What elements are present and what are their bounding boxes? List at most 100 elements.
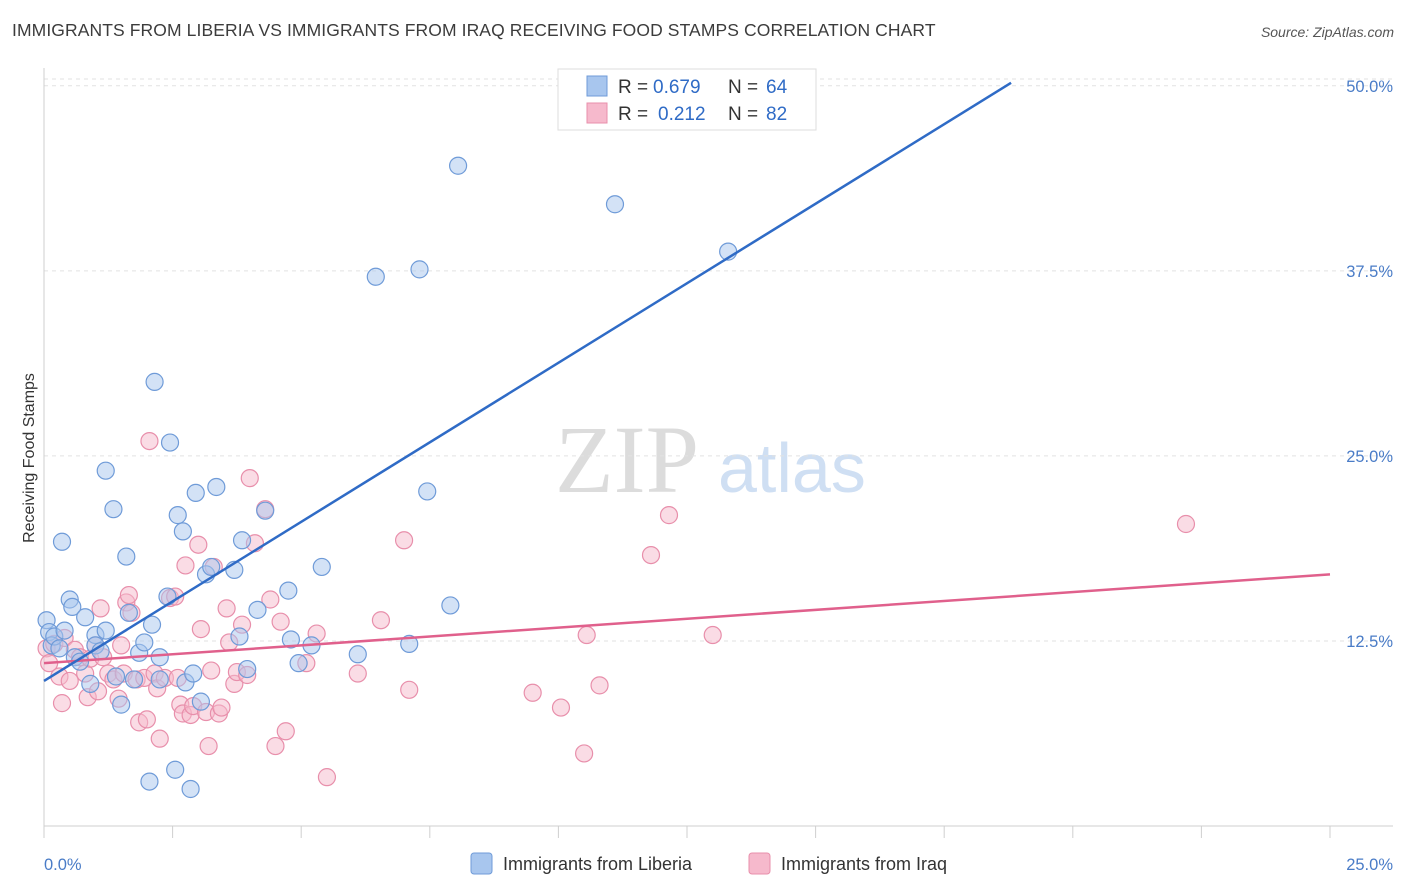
iraq-point — [217, 599, 236, 618]
liberia-point — [76, 608, 95, 627]
liberia-point — [166, 760, 185, 779]
y-tick-label: 12.5% — [1346, 633, 1393, 651]
liberia-point — [410, 260, 429, 279]
iraq-point — [271, 612, 290, 631]
liberia-point — [279, 581, 298, 600]
y-tick-label: 25.0% — [1346, 448, 1393, 466]
bottom-legend-label-liberia: Immigrants from Liberia — [503, 854, 693, 874]
chart-title: IMMIGRANTS FROM LIBERIA VS IMMIGRANTS FR… — [12, 20, 936, 40]
y-tick-label: 50.0% — [1346, 78, 1393, 96]
liberia-point — [142, 615, 162, 634]
liberia-point — [106, 667, 126, 686]
liberia-point — [158, 587, 177, 606]
liberia-point — [119, 603, 138, 622]
liberia-point — [186, 483, 205, 503]
iraq-point — [189, 535, 208, 554]
liberia-point — [145, 372, 164, 391]
liberia-point — [400, 634, 419, 654]
liberia-point — [112, 695, 131, 714]
iraq-point — [394, 531, 414, 550]
liberia-point — [289, 654, 308, 673]
liberia-point — [448, 156, 468, 175]
liberia-point — [150, 670, 169, 689]
liberia-point — [202, 557, 221, 577]
liberia-point — [238, 659, 257, 679]
legend-n-value-liberia: 64 — [766, 77, 788, 98]
iraq-point — [191, 620, 210, 639]
axes — [43, 68, 1393, 838]
iraq-point — [52, 694, 72, 713]
liberia-point — [181, 779, 200, 799]
liberia-point — [104, 500, 123, 519]
liberia-point — [184, 664, 203, 683]
liberia-point — [191, 692, 210, 711]
liberia-point — [63, 597, 82, 617]
x-tick-label-min: 0.0% — [44, 856, 82, 874]
liberia-point — [140, 772, 159, 791]
liberia-point — [173, 522, 192, 541]
iraq-point — [202, 661, 221, 680]
bottom-legend-swatch-liberia — [470, 852, 493, 875]
iraq-point — [240, 469, 259, 488]
liberia-point — [168, 506, 187, 525]
liberia-point — [441, 596, 460, 615]
iraq-point — [176, 556, 195, 575]
iraq-trendline — [43, 573, 1331, 665]
legend-r-label-iraq: R = — [618, 104, 648, 125]
liberia-point — [96, 621, 115, 640]
legend-n-value-iraq: 82 — [766, 104, 787, 125]
iraq-point — [60, 671, 79, 691]
iraq-point — [703, 625, 722, 645]
iraq-point — [348, 664, 367, 683]
iraq-point — [371, 611, 391, 630]
legend-swatch-liberia — [586, 75, 608, 97]
iraq-point — [150, 729, 169, 748]
iraq-point — [523, 683, 542, 702]
iraq-point — [212, 698, 231, 717]
source-label: Source: ZipAtlas.com — [1260, 24, 1394, 40]
liberia-point — [256, 501, 275, 520]
liberia-point — [366, 267, 385, 286]
iraq-point — [659, 506, 679, 525]
iraq-point — [112, 636, 131, 655]
trendlines — [43, 81, 1331, 682]
liberia-point — [160, 433, 180, 452]
legend-box: R = 0.679 N = 64 R = 0.212 N = 82 — [557, 68, 817, 131]
liberia-point — [207, 477, 226, 497]
liberia-point — [281, 630, 301, 649]
legend-n-label-iraq: N = — [728, 104, 758, 125]
x-tick-label-max: 25.0% — [1346, 856, 1393, 874]
bottom-legend: Immigrants from Liberia Immigrants from … — [470, 852, 947, 875]
liberia-point — [232, 531, 252, 550]
liberia-point — [52, 532, 72, 551]
liberia-points — [37, 156, 738, 799]
y-tick-label: 37.5% — [1346, 263, 1393, 281]
iraq-point — [261, 590, 280, 609]
liberia-point — [418, 482, 437, 501]
watermark-zip: ZIP — [555, 406, 699, 513]
legend-r-label-liberia: R = — [618, 77, 648, 98]
liberia-point — [117, 547, 136, 566]
liberia-point — [605, 195, 625, 214]
watermark-atlas: atlas — [718, 429, 866, 507]
liberia-trendline — [43, 81, 1012, 682]
iraq-point — [1176, 514, 1196, 534]
iraq-point — [590, 676, 609, 695]
bottom-legend-swatch-iraq — [748, 852, 771, 875]
liberia-point — [124, 670, 144, 689]
liberia-point — [230, 627, 249, 646]
legend-swatch-iraq — [586, 102, 608, 124]
liberia-point — [50, 639, 69, 658]
iraq-point — [140, 431, 159, 451]
y-tick-labels: 12.5% 25.0% 37.5% 50.0% — [1346, 78, 1393, 651]
iraq-point — [400, 680, 419, 699]
iraq-point — [641, 545, 661, 565]
iraq-point — [317, 768, 337, 787]
iraq-point — [137, 710, 156, 729]
iraq-point — [91, 599, 110, 618]
liberia-point — [96, 461, 115, 480]
iraq-point — [119, 585, 138, 605]
iraq-point — [199, 736, 218, 756]
liberia-point — [150, 648, 169, 667]
